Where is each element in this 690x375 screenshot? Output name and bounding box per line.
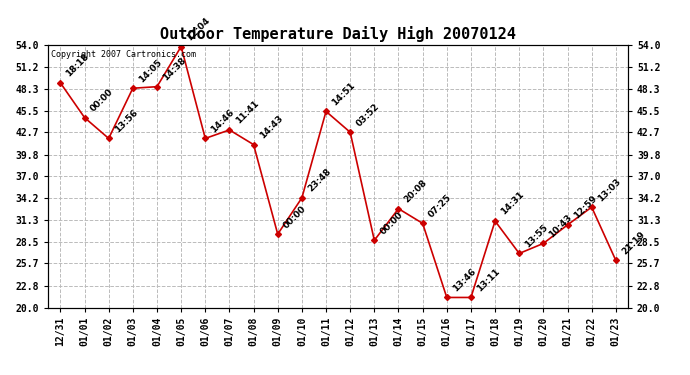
Title: Outdoor Temperature Daily High 20070124: Outdoor Temperature Daily High 20070124 <box>160 27 516 42</box>
Text: 14:31: 14:31 <box>500 190 526 217</box>
Text: 13:46: 13:46 <box>451 267 477 293</box>
Text: 00:00: 00:00 <box>89 87 115 113</box>
Text: 12:59: 12:59 <box>572 194 598 221</box>
Text: 14:05: 14:05 <box>137 57 164 84</box>
Text: 13:03: 13:03 <box>596 177 622 203</box>
Text: 10:43: 10:43 <box>548 213 574 239</box>
Text: 00:00: 00:00 <box>379 210 405 236</box>
Text: 00:00: 00:00 <box>282 204 308 230</box>
Text: 13:11: 13:11 <box>475 267 502 293</box>
Text: 07:25: 07:25 <box>427 193 453 219</box>
Text: 14:43: 14:43 <box>258 114 284 140</box>
Text: 21:19: 21:19 <box>620 230 647 256</box>
Text: 13:56: 13:56 <box>113 108 139 134</box>
Text: 12:04: 12:04 <box>186 16 212 42</box>
Text: 14:38: 14:38 <box>161 56 188 82</box>
Text: 20:08: 20:08 <box>403 178 429 204</box>
Text: 18:18: 18:18 <box>65 52 91 79</box>
Text: 03:52: 03:52 <box>355 102 381 128</box>
Text: 14:51: 14:51 <box>331 81 357 107</box>
Text: 11:41: 11:41 <box>234 99 260 126</box>
Text: Copyright 2007 Cartronics.com: Copyright 2007 Cartronics.com <box>51 50 196 59</box>
Text: 13:55: 13:55 <box>524 223 550 249</box>
Text: 14:46: 14:46 <box>210 108 236 134</box>
Text: 23:48: 23:48 <box>306 167 333 194</box>
